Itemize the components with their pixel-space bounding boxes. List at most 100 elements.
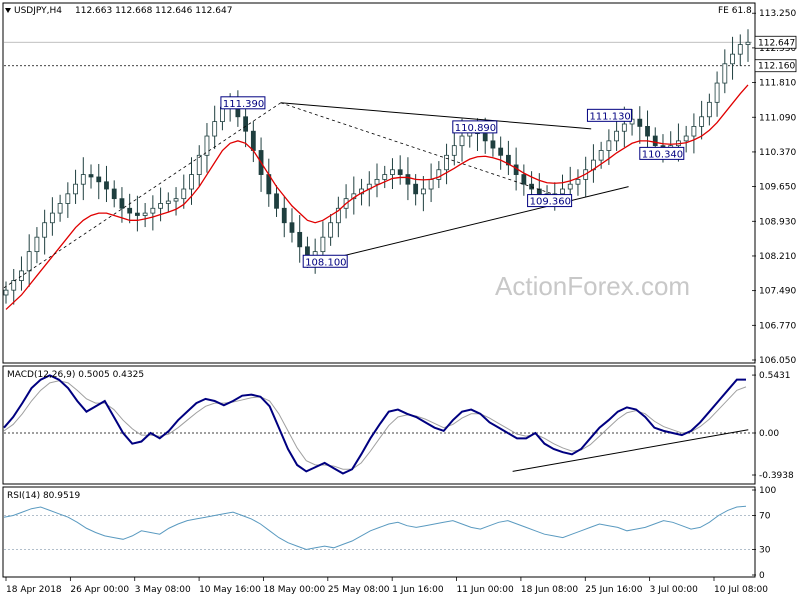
candle-body bbox=[405, 174, 411, 185]
candle-body bbox=[65, 193, 71, 204]
candle-body bbox=[80, 174, 86, 185]
moving-average-line bbox=[5, 84, 749, 310]
price-annotation-label: 110.890 bbox=[455, 123, 496, 134]
rsi-panel bbox=[2, 486, 756, 578]
candle-body bbox=[119, 198, 125, 209]
price-axis-tick-label: 113.250 bbox=[759, 9, 796, 19]
price-axis-tick-label: 108.210 bbox=[759, 252, 796, 262]
candle-body bbox=[165, 200, 171, 204]
candle-body bbox=[374, 178, 380, 185]
rsi-axis-tick-label: 0 bbox=[759, 571, 765, 581]
price-annotation-box bbox=[586, 108, 632, 122]
axis-layer: 113.250 112.530 111.810 111.090 110.370 109.6… bbox=[5, 9, 797, 595]
candle-body bbox=[34, 236, 40, 253]
macd-axis-tick-label: 0.5431 bbox=[759, 371, 791, 381]
time-axis-tick-label: 25 May 08:00 bbox=[328, 585, 390, 595]
candle-body bbox=[428, 178, 434, 190]
price-annotation-label: 111.390 bbox=[223, 99, 264, 110]
candle-body bbox=[683, 135, 689, 142]
candle-body bbox=[11, 280, 17, 291]
price-tag-label: 112.160 bbox=[758, 62, 795, 72]
candle-body bbox=[482, 133, 488, 142]
candle-body bbox=[420, 188, 426, 195]
candle-body bbox=[335, 207, 341, 224]
candle-body bbox=[57, 203, 63, 214]
price-axis-tick-label: 109.650 bbox=[759, 183, 796, 193]
rsi-line bbox=[3, 505, 747, 551]
candle-body bbox=[328, 222, 334, 238]
time-axis-tick-label: 10 Jul 08:00 bbox=[714, 585, 768, 595]
macd-line bbox=[3, 374, 747, 475]
candle-body bbox=[42, 222, 48, 238]
candle-body bbox=[274, 193, 279, 209]
candle-body bbox=[297, 231, 303, 248]
candle-body bbox=[73, 183, 78, 195]
candle-body bbox=[714, 82, 720, 103]
candle-body bbox=[637, 118, 643, 127]
price-annotation-label: 111.130 bbox=[589, 111, 630, 122]
time-axis-tick-label: 1 Jun 16:00 bbox=[392, 585, 444, 595]
price-annotation-box bbox=[639, 146, 685, 160]
time-axis-tick-label: 26 Apr 00:00 bbox=[70, 585, 129, 595]
candle-body bbox=[575, 178, 581, 185]
price-axis-tick-label: 106.050 bbox=[759, 356, 796, 366]
candle-body bbox=[645, 126, 650, 137]
candle-body bbox=[567, 183, 573, 190]
price-axis-tick-label: 108.930 bbox=[759, 217, 796, 227]
rsi-axis-tick-label: 30 bbox=[759, 546, 771, 556]
candle-body bbox=[560, 188, 565, 195]
candle-body bbox=[204, 135, 210, 156]
candle-body bbox=[706, 101, 712, 118]
price-axis-tick-label: 112.530 bbox=[759, 44, 796, 54]
candle-body bbox=[745, 41, 751, 45]
candle-body bbox=[320, 236, 326, 253]
price-axis-tick-label: 111.810 bbox=[759, 79, 796, 89]
rsi-axis-tick-label: 100 bbox=[759, 486, 776, 496]
time-axis-tick-label: 25 Jun 16:00 bbox=[585, 585, 642, 595]
candle-body bbox=[606, 140, 612, 151]
candle-body bbox=[521, 174, 527, 185]
price-tag-box bbox=[754, 35, 797, 49]
candle-body bbox=[451, 145, 457, 156]
price-tag-label: 112.647 bbox=[758, 38, 795, 48]
candle-body bbox=[243, 116, 249, 132]
candle-body bbox=[490, 140, 496, 149]
candle-body bbox=[382, 174, 388, 180]
candle-body bbox=[181, 188, 187, 200]
price-layer: 111.390 108.100 110.890 109.360 111.130 110.3… bbox=[3, 29, 752, 310]
candle-body bbox=[19, 270, 24, 281]
time-axis-tick-label: 18 Jun 08:00 bbox=[521, 585, 578, 595]
candle-body bbox=[142, 212, 148, 216]
candle-body bbox=[699, 116, 705, 127]
time-axis-tick-label: 10 May 16:00 bbox=[199, 585, 261, 595]
candle-body bbox=[621, 123, 627, 132]
support-trendline bbox=[310, 186, 629, 265]
candle-body bbox=[212, 121, 218, 137]
candle-body bbox=[498, 147, 504, 156]
time-axis-tick-label: 18 Apr 2018 bbox=[6, 585, 62, 595]
watermark: ActionForex.com bbox=[495, 271, 690, 301]
macd-layer bbox=[3, 374, 752, 475]
candle-body bbox=[289, 222, 295, 233]
rsi-title: RSI(14) 80.9519 bbox=[7, 491, 80, 501]
candle-body bbox=[536, 188, 542, 195]
candle-body bbox=[737, 44, 743, 55]
ohlc-label: 112.663 112.668 112.646 112.647 bbox=[75, 6, 232, 16]
candle-body bbox=[652, 135, 658, 147]
price-annotation-label: 110.340 bbox=[642, 149, 683, 160]
time-axis-tick-label: 3 Jul 00:00 bbox=[650, 585, 699, 595]
candle-body bbox=[281, 207, 287, 224]
candle-body bbox=[3, 289, 9, 296]
rsi-axis-tick-label: 70 bbox=[759, 512, 771, 522]
candle-body bbox=[459, 135, 465, 147]
candle-body bbox=[173, 198, 179, 202]
chart-header: USDJPY,H4 112.663 112.668 112.646 112.64… bbox=[5, 6, 752, 16]
macd-trendline bbox=[512, 429, 749, 472]
fe-label: FE 61.8 bbox=[718, 6, 752, 16]
price-axis-tick-label: 111.090 bbox=[759, 113, 796, 123]
price-annotation-box bbox=[527, 194, 573, 208]
candle-body bbox=[88, 174, 94, 178]
price-annotation-box bbox=[220, 96, 266, 110]
time-axis-tick-label: 11 Jun 00:00 bbox=[457, 585, 514, 595]
price-annotation-label: 108.100 bbox=[305, 257, 346, 268]
